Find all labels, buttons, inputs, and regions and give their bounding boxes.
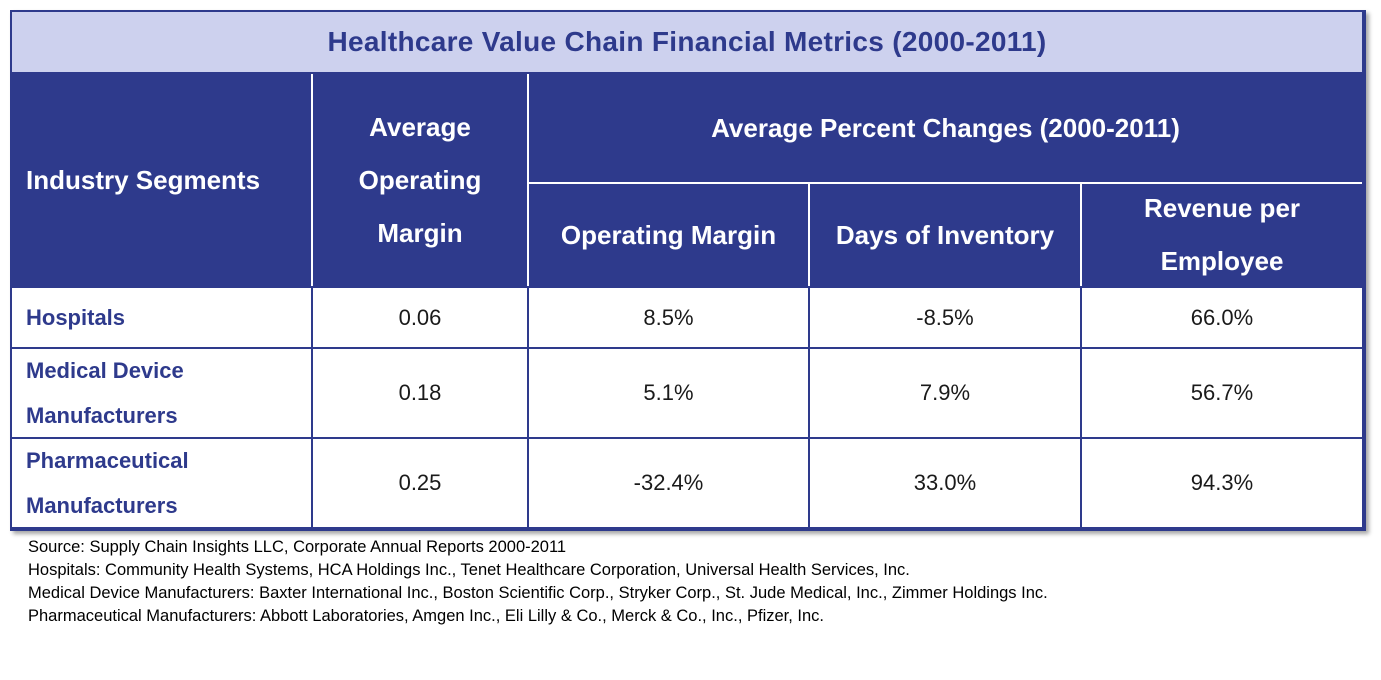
header-average-percent-changes: Average Percent Changes (2000-2011) (529, 74, 1362, 182)
source-note: Source: Supply Chain Insights LLC, Corpo… (28, 538, 567, 556)
header-revenue-per-employee: Revenue per Employee (1082, 184, 1362, 286)
row-2-avg-margin: 0.18 (313, 349, 527, 437)
header-group-divider (529, 182, 1362, 184)
header-days-of-inventory: Days of Inventory (810, 184, 1080, 286)
row-2-rev-per-employee: 56.7% (1082, 349, 1362, 437)
footnotes: Source: Supply Chain Insights LLC, Corpo… (28, 536, 1048, 628)
row-1-segment: Hospitals (12, 288, 311, 347)
pharmaceutical-note: Pharmaceutical Manufacturers: Abbott Lab… (28, 607, 825, 625)
medical-device-note: Medical Device Manufacturers: Baxter Int… (28, 584, 1048, 602)
row-3-avg-margin: 0.25 (313, 439, 527, 527)
row-1-op-margin: 8.5% (529, 288, 808, 347)
header-divider-2 (527, 74, 529, 286)
header-average-operating-margin: Average Operating Margin (313, 74, 527, 286)
table-title: Healthcare Value Chain Financial Metrics… (12, 12, 1362, 72)
row-2-segment: Medical Device Manufacturers (12, 349, 311, 437)
header-divider-4 (1080, 184, 1082, 286)
row-2-days-inventory: 7.9% (810, 349, 1080, 437)
row-1-rev-per-employee: 66.0% (1082, 288, 1362, 347)
row-3-rev-per-employee: 94.3% (1082, 439, 1362, 527)
row-3-segment: Pharmaceutical Manufacturers (12, 439, 311, 527)
header-divider-3 (808, 184, 810, 286)
header-operating-margin: Operating Margin (529, 184, 808, 286)
row-1-avg-margin: 0.06 (313, 288, 527, 347)
row-1-days-inventory: -8.5% (810, 288, 1080, 347)
hospitals-note: Hospitals: Community Health Systems, HCA… (28, 561, 910, 579)
row-3-days-inventory: 33.0% (810, 439, 1080, 527)
header-divider-1 (311, 74, 313, 286)
row-2-op-margin: 5.1% (529, 349, 808, 437)
row-3-op-margin: -32.4% (529, 439, 808, 527)
header-industry-segments: Industry Segments (12, 74, 311, 286)
